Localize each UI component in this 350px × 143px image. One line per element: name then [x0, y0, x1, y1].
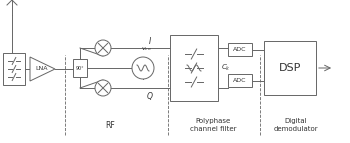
Text: Polyphase
channel filter: Polyphase channel filter: [190, 118, 236, 132]
Bar: [228, 74, 252, 87]
Bar: [170, 35, 218, 101]
Text: $Q$: $Q$: [146, 90, 154, 102]
Text: ADC: ADC: [233, 47, 247, 52]
Circle shape: [95, 80, 111, 96]
Text: LNA: LNA: [35, 66, 48, 72]
Bar: [73, 59, 87, 77]
Bar: [264, 41, 316, 95]
Bar: [228, 43, 252, 56]
Circle shape: [132, 57, 154, 79]
Text: $v_{co}$: $v_{co}$: [141, 45, 151, 53]
Text: 90°: 90°: [76, 65, 84, 70]
Text: $C_k$: $C_k$: [221, 63, 231, 73]
Polygon shape: [30, 57, 55, 81]
Bar: [3, 53, 25, 85]
Text: RF: RF: [105, 121, 115, 130]
Circle shape: [95, 40, 111, 56]
Text: $I$: $I$: [148, 35, 152, 46]
Text: DSP: DSP: [279, 63, 301, 73]
Text: Digital
demodulator: Digital demodulator: [274, 118, 318, 132]
Text: ADC: ADC: [233, 78, 247, 83]
